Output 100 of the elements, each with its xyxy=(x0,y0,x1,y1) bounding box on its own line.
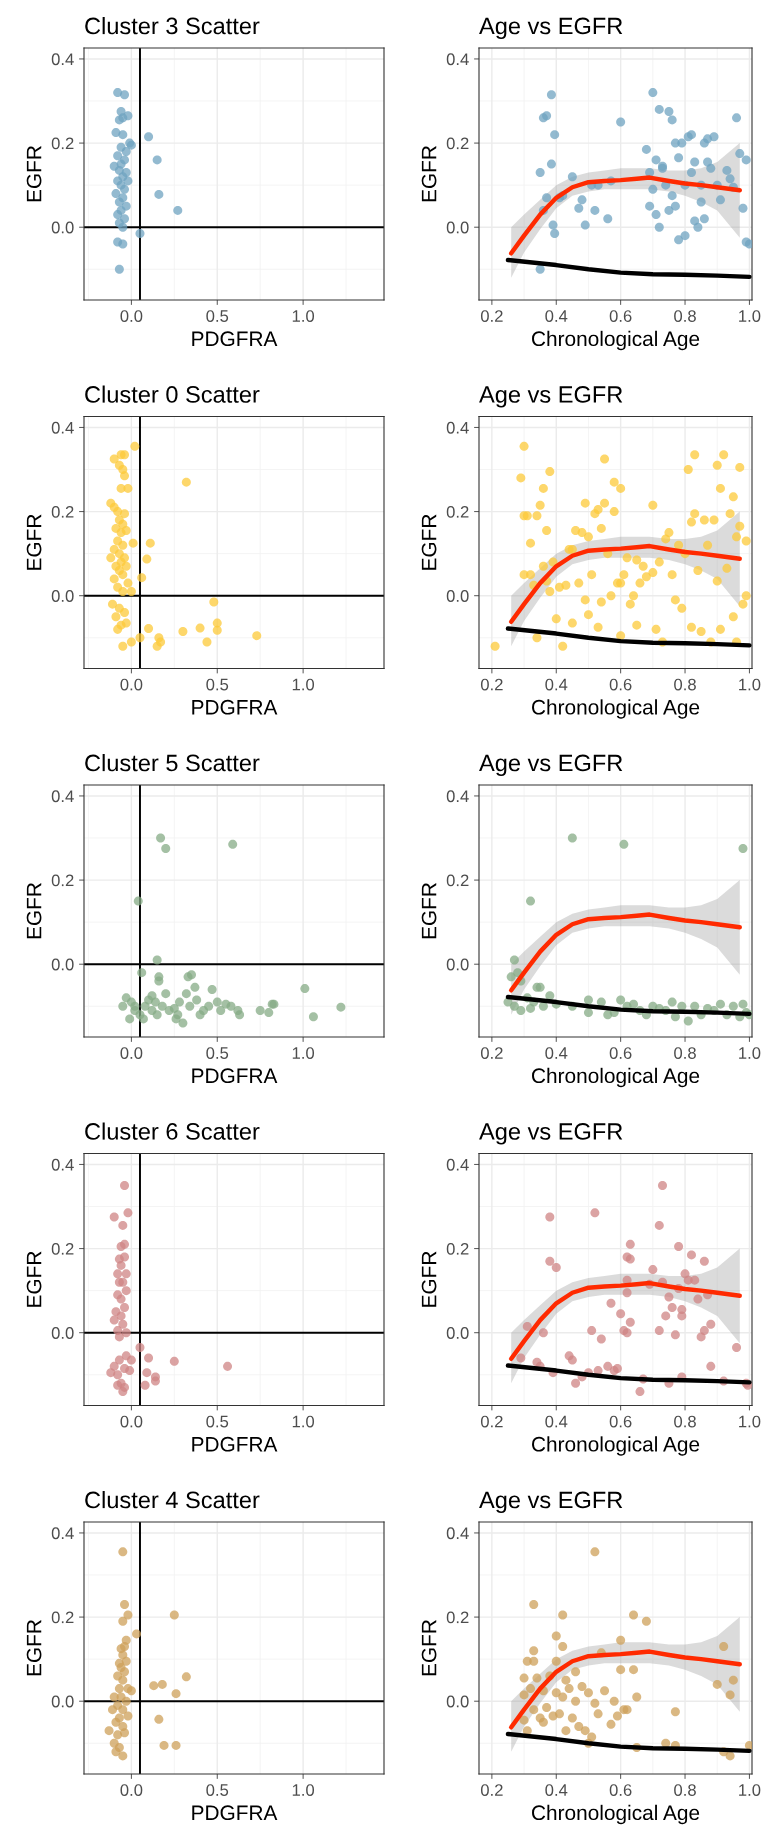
x-tick-label: 1.0 xyxy=(292,1047,315,1059)
x-tick-label: 0.0 xyxy=(120,310,143,322)
y-tick-label: 0.0 xyxy=(446,958,469,971)
x-tick-label: 0.5 xyxy=(206,1784,229,1796)
x-tick-label: 0.4 xyxy=(545,678,568,691)
x-tick-label: 0.0 xyxy=(120,1047,143,1059)
y-tick-label: 0.0 xyxy=(51,1695,74,1708)
y-tick-label: 0.2 xyxy=(51,505,74,518)
x-tick-label: 1.0 xyxy=(292,1415,315,1428)
x-tick-label: 0.2 xyxy=(480,1784,503,1796)
x-tick-label: 0.6 xyxy=(609,310,632,322)
y-axis-title: EGFR xyxy=(26,883,42,939)
y-tick-label: 0.0 xyxy=(51,221,74,234)
y-tick-label: 0.4 xyxy=(446,53,469,66)
y-axis-title: EGFR xyxy=(421,1620,437,1676)
x-tick-label: 0.8 xyxy=(674,310,696,322)
y-tick-label: 0.2 xyxy=(446,874,469,887)
y-tick-label: 0.4 xyxy=(51,1158,74,1171)
x-tick-label: 1.0 xyxy=(292,678,315,691)
y-tick-label: 0.0 xyxy=(51,590,74,602)
y-tick-label: 0.2 xyxy=(51,137,74,150)
y-tick-label: 0.2 xyxy=(51,874,74,887)
x-tick-label: 1.0 xyxy=(739,678,761,691)
x-axis-title: PDGFRA xyxy=(192,1436,278,1452)
x-axis-title: PDGFRA xyxy=(192,331,278,347)
y-axis-title: EGFR xyxy=(26,514,42,570)
x-axis-title: Chronological Age xyxy=(532,699,700,719)
y-tick-label: 0.4 xyxy=(446,1158,469,1171)
x-tick-label: 0.6 xyxy=(609,1047,632,1059)
x-tick-label: 1.0 xyxy=(739,1047,761,1059)
x-tick-label: 0.6 xyxy=(609,1415,632,1428)
x-tick-label: 0.8 xyxy=(674,1047,696,1059)
x-tick-label: 0.6 xyxy=(609,678,632,691)
y-tick-label: 0.2 xyxy=(446,1611,469,1624)
y-tick-label: 0.4 xyxy=(51,53,74,66)
x-tick-label: 0.5 xyxy=(206,678,229,691)
x-axis-title: PDGFRA xyxy=(192,1068,278,1084)
y-tick-label: 0.0 xyxy=(446,221,469,234)
y-tick-label: 0.2 xyxy=(446,505,469,518)
x-tick-label: 0.4 xyxy=(545,1047,568,1059)
x-tick-label: 0.0 xyxy=(120,1415,143,1428)
chart-title: Cluster 0 Scatter xyxy=(85,385,260,403)
y-tick-label: 0.4 xyxy=(446,1527,469,1540)
y-tick-label: 0.0 xyxy=(446,1695,469,1708)
y-axis-title: EGFR xyxy=(421,883,437,939)
y-axis-title: EGFR xyxy=(26,1251,42,1307)
x-tick-label: 0.6 xyxy=(609,1784,632,1796)
y-tick-label: 0.2 xyxy=(446,137,469,150)
y-axis-title: EGFR xyxy=(421,514,437,570)
y-tick-label: 0.4 xyxy=(51,1527,74,1540)
x-tick-label: 0.4 xyxy=(545,1415,568,1428)
chart-title: Cluster 6 Scatter xyxy=(85,1122,260,1140)
chart-title: Age vs EGFR xyxy=(479,17,623,40)
chart-title: Cluster 5 Scatter xyxy=(85,754,260,772)
x-tick-label: 0.2 xyxy=(480,678,503,691)
x-tick-label: 0.5 xyxy=(206,1415,229,1428)
x-tick-label: 1.0 xyxy=(292,1784,315,1796)
x-tick-label: 1.0 xyxy=(739,1415,761,1428)
y-tick-label: 0.4 xyxy=(446,421,469,434)
x-tick-label: 1.0 xyxy=(292,310,315,322)
x-tick-label: 1.0 xyxy=(739,1784,761,1796)
y-tick-label: 0.0 xyxy=(446,590,469,602)
x-tick-label: 0.5 xyxy=(206,310,229,322)
x-tick-label: 0.2 xyxy=(480,310,503,322)
x-tick-label: 0.5 xyxy=(206,1047,229,1059)
y-tick-label: 0.0 xyxy=(446,1327,469,1339)
x-tick-label: 1.0 xyxy=(739,310,761,322)
y-tick-label: 0.0 xyxy=(51,958,74,971)
y-tick-label: 0.4 xyxy=(446,790,469,803)
chart-title: Cluster 4 Scatter xyxy=(85,1491,260,1509)
x-axis-title: Chronological Age xyxy=(532,1436,700,1456)
x-axis-title: PDGFRA xyxy=(192,699,278,715)
x-tick-label: 0.8 xyxy=(674,1784,696,1796)
y-tick-label: 0.4 xyxy=(51,421,74,434)
y-axis-title: EGFR xyxy=(421,1251,437,1307)
chart-title: Age vs EGFR xyxy=(479,754,623,777)
y-axis-title: EGFR xyxy=(26,1620,42,1676)
chart-title: Age vs EGFR xyxy=(479,1123,623,1145)
x-axis-title: PDGFRA xyxy=(192,1805,278,1821)
y-axis-title: EGFR xyxy=(421,146,437,202)
x-axis-title: Chronological Age xyxy=(532,1804,700,1825)
x-axis-title: Chronological Age xyxy=(532,1067,700,1088)
x-tick-label: 0.4 xyxy=(545,1784,568,1796)
x-tick-label: 0.0 xyxy=(120,678,143,691)
y-tick-label: 0.2 xyxy=(446,1242,469,1255)
x-tick-label: 0.2 xyxy=(480,1415,503,1428)
x-tick-label: 0.2 xyxy=(480,1047,503,1059)
x-tick-label: 0.0 xyxy=(120,1784,143,1796)
x-axis-title: Chronological Age xyxy=(532,330,700,351)
chart-title: Age vs EGFR xyxy=(479,386,623,408)
y-tick-label: 0.2 xyxy=(51,1242,74,1255)
x-tick-label: 0.4 xyxy=(545,310,568,322)
y-axis-title: EGFR xyxy=(26,146,42,202)
chart-title: Age vs EGFR xyxy=(479,1491,623,1514)
x-tick-label: 0.8 xyxy=(674,678,696,691)
y-tick-label: 0.0 xyxy=(51,1327,74,1339)
y-tick-label: 0.2 xyxy=(51,1611,74,1624)
chart-title: Cluster 3 Scatter xyxy=(85,17,260,35)
x-tick-label: 0.8 xyxy=(674,1415,696,1428)
y-tick-label: 0.4 xyxy=(51,790,74,803)
